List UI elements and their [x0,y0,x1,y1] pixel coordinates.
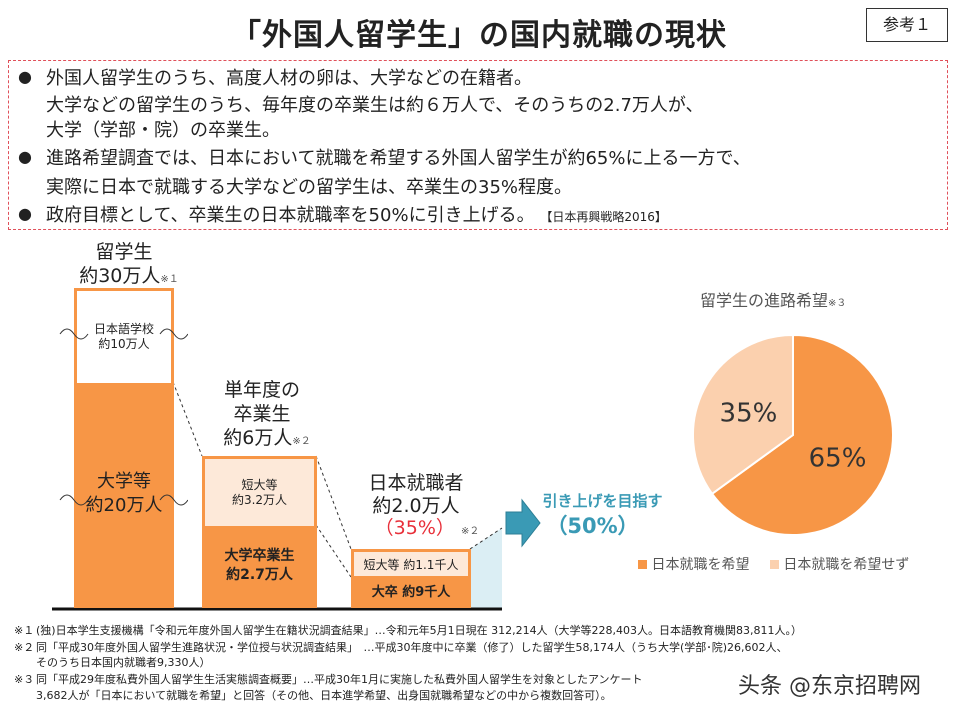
source-label: 【日本再興戦略2016】 [540,210,667,224]
pie-slice [710,333,894,536]
arrow-right-icon [505,498,541,548]
summary-text: 政府目標として、卒業生の日本就職率を50%に引き上げる。 [46,205,535,226]
pie-data-label: 65% [809,444,867,474]
pie-slice [692,333,794,496]
total-value: 約30万人 [79,265,161,287]
connector-line [469,527,503,550]
summary-line: 実際に日本で就職する大学などの留学生は、卒業生の35%程度。 [46,177,573,198]
footnote: ※２ 同「平成30年度外国人留学生進路状況・学位授与状況調査結果」 …平成30年度… [14,639,788,655]
segment-label: 大学等 [97,471,151,492]
goal-value: （50%） [546,514,639,538]
page-title: 「外国人留学生」の国内就職の現状 [231,18,727,53]
segment-value: 約20万人 [85,495,163,516]
segment-value: 約10万人 [98,337,150,351]
bar1-total: 約30万人※１ [54,264,204,292]
bar3-total: 約2.0万人 [372,495,460,517]
legend-swatch [769,560,779,569]
legend-label: 日本就職を希望せず [783,557,910,573]
footnote-ref: ※１ [160,274,179,285]
reference-badge: 参考１ [866,8,948,42]
segment-university-graduates: 大卒 約9千人 [354,576,468,605]
segment-university-graduates: 大学卒業生 約2.7万人 [205,526,314,605]
bar2-title-2: 卒業生 [233,403,291,425]
pie-legend: 日本就職を希望 日本就職を希望せず [638,554,909,574]
footnote-mark: ※１ [14,624,35,637]
bar3-rate: （35%） ※２ [352,516,502,544]
footnote-ref: ※２ [460,526,480,537]
bar-employed: 短大等 約1.1千人 大卒 約9千人 [351,549,471,608]
footnote-ref: ※２ [292,436,311,447]
connector-line [315,455,352,550]
segment-university: 大学等 約20万人 [77,383,171,605]
pie-title-text: 留学生の進路希望 [700,291,829,310]
pie-data-label: 35% [720,398,778,428]
footnote: 3,682人が「日本において就職を希望」と回答（その他、日本進学希望、出身国就職… [36,689,612,702]
segment-label: 短大等 [241,477,278,492]
summary-line: 進路希望調査では、日本において就職を希望する外国人留学生が約65%に上る一方で、 [46,148,751,169]
bullet-icon: ● [18,67,32,86]
bar3-title: 日本就職者 [368,472,464,494]
goal-text: 引き上げを目指す [542,492,663,510]
bar2-total: 約6万人※２ [192,426,342,454]
footnote-text: 同「平成30年度外国人留学生進路状況・学位授与状況調査結果」 …平成30年度中に… [36,641,788,654]
watermark: 头条 @东京招聘网 [738,668,921,700]
footnote: ※３ 同「平成29年度私費外国人留学生生活実態調査概要」…平成30年1月に実施した… [14,671,643,687]
segment-junior-college: 短大等 約1.1千人 [354,552,468,576]
pie-title: 留学生の進路希望※３ [700,287,846,311]
summary-box: ● 外国人留学生のうち、高度人材の卵は、大学などの在籍者。 大学などの留学生のう… [8,60,948,230]
segment-value: 約2.7万人 [226,566,293,583]
goal-area [470,528,502,608]
footnote-text: (独)日本学生支援機構「令和元年度外国人留学生在籍状況調査結果」…令和元年5月1… [36,624,803,637]
bar2-title: 単年度の [223,379,300,401]
pie-chart: 65% 35% [692,333,894,536]
legend-swatch [638,560,647,569]
footnote-ref: ※３ [828,298,847,309]
bullet-icon: ● [18,147,32,166]
summary-line: 政府目標として、卒業生の日本就職率を50%に引き上げる。 【日本再興戦略2016… [46,201,667,227]
employment-rate: （35%） [374,517,455,539]
break-mark-icon [59,328,188,506]
segment-value: 約3.2万人 [231,492,288,507]
footnote-mark: ※３ [14,673,35,686]
bar1-title: 留学生 [95,241,153,263]
segment-label: 大学卒業生 [224,547,295,564]
connector-line [315,524,352,578]
bar-graduates: 短大等 約3.2万人 大学卒業生 約2.7万人 [202,456,317,608]
footnote: そのうち日本国内就職者9,330人） [36,656,211,669]
segment-language-school: 日本語学校 約10万人 [77,291,171,383]
connector-line [172,381,203,457]
footnote: ※１ (独)日本学生支援機構「令和元年度外国人留学生在籍状況調査結果」…令和元年5… [14,622,803,638]
total-value: 約6万人 [223,427,293,449]
segment-junior-college: 短大等 約3.2万人 [205,459,314,526]
bullet-icon: ● [18,204,32,223]
summary-line: 外国人留学生のうち、高度人材の卵は、大学などの在籍者。 [46,68,532,89]
bar-students: 日本語学校 約10万人 大学等 約20万人 [74,288,174,608]
footnote-mark: ※２ [14,641,35,654]
summary-line: 大学（学部・院）の卒業生。 [46,120,280,141]
footnote-text: 同「平成29年度私費外国人留学生生活実態調査概要」…平成30年1月に実施した私費… [36,673,643,686]
summary-line: 大学などの留学生のうち、毎年度の卒業生は約６万人で、そのうちの2.7万人が、 [46,95,704,116]
segment-label: 日本語学校 [93,322,154,336]
legend-label: 日本就職を希望 [651,557,750,573]
